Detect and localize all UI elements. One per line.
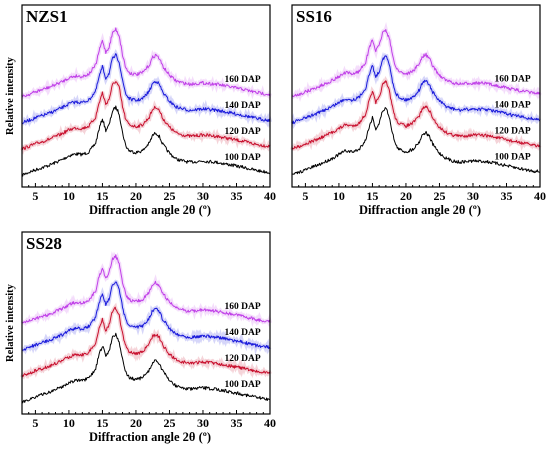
x-tick-label: 10 xyxy=(63,416,75,430)
x-tick-label: 40 xyxy=(264,189,276,203)
series-label: 160 DAP xyxy=(224,75,260,85)
x-tick-label: 30 xyxy=(467,189,479,203)
series-line-120-dap xyxy=(21,81,270,150)
series-line-100-dap xyxy=(21,332,271,404)
series-halo-3 xyxy=(20,251,272,327)
x-tick-label: 5 xyxy=(32,189,38,203)
series-label: 100 DAP xyxy=(224,380,260,390)
x-tick-label: 20 xyxy=(400,189,412,203)
x-tick-label: 10 xyxy=(63,189,75,203)
x-tick-label: 25 xyxy=(163,189,175,203)
series-line-100-dap xyxy=(291,107,541,175)
x-tick-label: 10 xyxy=(333,189,345,203)
series-label: 120 DAP xyxy=(224,354,260,364)
series-line-160-dap xyxy=(21,254,271,324)
x-axis-label: Diffraction angle 2θ (º) xyxy=(89,430,211,444)
x-tick-label: 30 xyxy=(197,416,209,430)
series-label: 100 DAP xyxy=(494,153,530,163)
series-label: 140 DAP xyxy=(224,101,260,111)
x-tick-label: 15 xyxy=(96,189,108,203)
panel-0: 100 DAP 120 DAP 140 DAP 160 DAP 5 10 15 20 25 30 3… xyxy=(5,4,276,217)
panel-title: SS28 xyxy=(26,234,62,253)
x-tick-label: 30 xyxy=(197,189,209,203)
x-tick-label: 25 xyxy=(163,416,175,430)
x-tick-label: 35 xyxy=(230,416,242,430)
series-label: 100 DAP xyxy=(224,153,260,163)
series-line-120-dap xyxy=(291,80,541,151)
x-tick-label: 25 xyxy=(433,189,445,203)
series-label: 160 DAP xyxy=(224,302,260,312)
panel-title: SS16 xyxy=(296,7,332,26)
x-axis-label: Diffraction angle 2θ (º) xyxy=(359,203,481,217)
plot-frame xyxy=(291,4,541,188)
series-line-140-dap xyxy=(291,55,541,125)
series-line-100-dap xyxy=(21,105,270,177)
x-tick-label: 5 xyxy=(302,189,308,203)
y-axis-label: Relative intensity xyxy=(5,56,16,135)
panel-2: 100 DAP 120 DAP 140 DAP 160 DAP 5 10 15 20 25 30 3… xyxy=(5,231,276,444)
x-tick-label: 15 xyxy=(96,416,108,430)
panel-title: NZS1 xyxy=(26,7,68,26)
x-tick-label: 35 xyxy=(500,189,512,203)
series-line-160-dap xyxy=(22,27,271,98)
panel-1: 100 DAP 120 DAP 140 DAP 160 DAP 5 10 15 20 25 30 3… xyxy=(290,4,546,217)
series-line-160-dap xyxy=(291,29,541,98)
x-tick-label: 35 xyxy=(230,189,242,203)
series-label: 140 DAP xyxy=(224,328,260,338)
series-label: 120 DAP xyxy=(494,127,530,137)
series-line-140-dap xyxy=(21,281,271,351)
y-axis-label: Relative intensity xyxy=(5,283,16,362)
x-axis-label: Diffraction angle 2θ (º) xyxy=(89,203,211,217)
series-label: 140 DAP xyxy=(494,101,530,111)
series-label: 160 DAP xyxy=(494,75,530,85)
series-line-120-dap xyxy=(21,306,271,378)
series-label: 120 DAP xyxy=(224,127,260,137)
x-tick-label: 20 xyxy=(130,416,142,430)
x-tick-label: 40 xyxy=(534,189,546,203)
series-line-140-dap xyxy=(21,53,271,125)
x-tick-label: 5 xyxy=(32,416,38,430)
x-tick-label: 40 xyxy=(264,416,276,430)
plot-frame xyxy=(21,4,271,188)
plot-frame xyxy=(21,231,271,415)
x-tick-label: 20 xyxy=(130,189,142,203)
x-tick-label: 15 xyxy=(366,189,378,203)
